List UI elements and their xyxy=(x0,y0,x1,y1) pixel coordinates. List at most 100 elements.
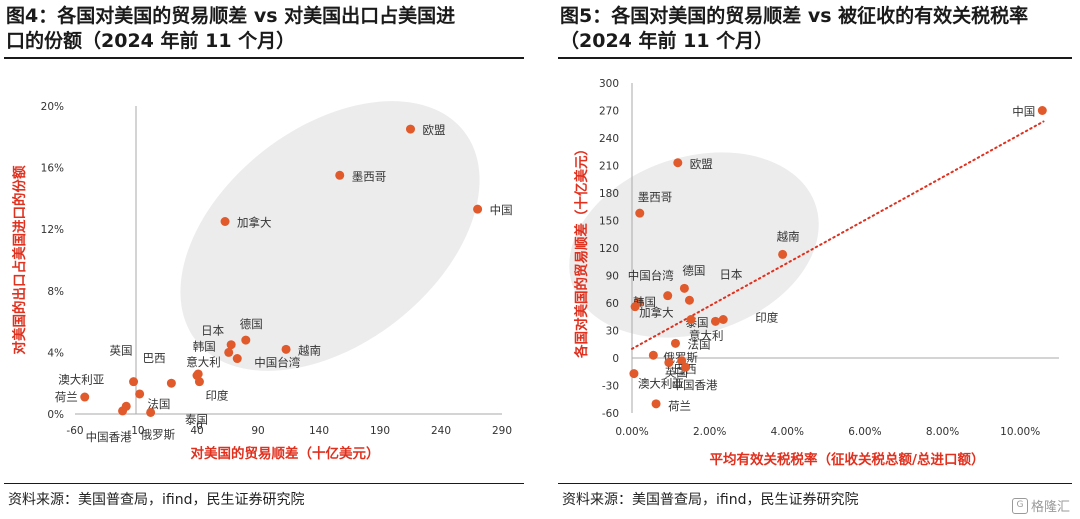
point-label: 法国 xyxy=(687,337,710,351)
data-point xyxy=(681,362,691,372)
data-point xyxy=(651,399,661,409)
data-point xyxy=(224,347,234,357)
data-point xyxy=(664,358,674,368)
data-point xyxy=(679,283,689,293)
point-label: 日本 xyxy=(201,324,224,338)
figure-4-footer-rule xyxy=(4,483,524,484)
point-label: 荷兰 xyxy=(55,390,78,404)
figure-5-title: 图5：各国对美国的贸易顺差 vs 被征收的有效关税税率 （2024 年前 11 … xyxy=(560,4,1028,54)
data-point xyxy=(335,170,345,180)
y-tick-label: 150 xyxy=(599,216,619,228)
y-tick-label: 60 xyxy=(606,298,619,310)
point-label: 欧盟 xyxy=(423,123,446,137)
x-tick-label: 8.00% xyxy=(926,426,959,438)
point-label: 中国香港 xyxy=(86,430,132,444)
x-axis-title: 平均有效关税税率（征收关税总额/总进口额） xyxy=(710,451,985,468)
watermark: G 格隆汇 xyxy=(1011,496,1070,515)
figure-5-title-line2: （2024 年前 11 个月） xyxy=(560,30,774,52)
figure-5-footer-rule xyxy=(558,483,1072,484)
figure-5-scatter-chart: -60 -30 0 30 60 90 120 150 180 210 240 270 300 0.00% 2… xyxy=(569,78,1059,468)
data-point xyxy=(406,124,415,134)
point-label: 法国 xyxy=(147,397,170,411)
point-label: 英国 xyxy=(110,344,133,358)
y-tick-label: 0 xyxy=(612,353,619,365)
watermark-logo-icon: G xyxy=(1011,497,1028,514)
point-label: 日本 xyxy=(719,267,742,281)
extra-tick-label: 0 xyxy=(196,420,203,432)
x-tick-label: 90 xyxy=(251,425,264,437)
x-tick-label: 190 xyxy=(370,425,390,437)
data-point xyxy=(241,335,251,345)
x-tick-label: 4.00% xyxy=(771,426,804,438)
data-point xyxy=(192,371,202,380)
data-point xyxy=(146,407,156,417)
x-axis-title: 对美国的贸易顺差（十亿美元） xyxy=(191,445,380,462)
figure-4-source: 资料来源：美国普查局，ifind，民生证券研究院 xyxy=(8,492,305,508)
figure-4-panel: 图4：各国对美国的贸易顺差 vs 对美国出口占美国进 口的份额（2024 年前 … xyxy=(0,0,532,519)
watermark-text: 格隆汇 xyxy=(1030,500,1070,515)
figure-5-panel: 图5：各国对美国的贸易顺差 vs 被征收的有效关税税率 （2024 年前 11 … xyxy=(554,0,1080,519)
data-point xyxy=(673,158,683,168)
point-label: 泰国 xyxy=(185,413,208,427)
x-tick-label: -10 xyxy=(127,425,144,437)
data-point xyxy=(80,392,90,402)
data-point xyxy=(778,249,788,259)
data-point xyxy=(220,217,230,226)
x-tick-label: 140 xyxy=(309,425,329,437)
y-tick-label: 180 xyxy=(599,188,619,200)
figure-4-title-rule xyxy=(4,57,524,59)
y-tick-label: -60 xyxy=(602,408,619,420)
data-point xyxy=(686,315,696,324)
y-tick-label: 0% xyxy=(47,409,64,421)
point-label: 意大利 xyxy=(186,355,221,369)
point-label: 巴西 xyxy=(143,351,166,365)
data-point xyxy=(710,316,720,326)
x-tick-label: 240 xyxy=(431,425,451,437)
y-tick-label: 300 xyxy=(599,78,619,90)
data-point xyxy=(684,295,694,305)
point-label: 加拿大 xyxy=(639,306,674,320)
point-label: 德国 xyxy=(682,263,705,277)
figure-4-title-line2: 口的份额（2024 年前 11 个月） xyxy=(6,30,296,52)
data-point xyxy=(226,340,236,350)
cluster-ellipse xyxy=(180,101,480,371)
point-label: 澳大利亚 xyxy=(58,372,104,386)
figure-4-scatter-chart: 0% 4% 8% 12% 16% 20% -60 -10 40 90 140 190 240 290 0 对美… xyxy=(11,101,513,462)
point-label: 中国台湾 xyxy=(628,269,674,283)
point-label: 越南 xyxy=(298,343,321,357)
x-tick-label: 10.00% xyxy=(1000,426,1040,438)
point-label: 俄罗斯 xyxy=(141,427,176,441)
data-point xyxy=(630,302,640,312)
figure-4-title: 图4：各国对美国的贸易顺差 vs 对美国出口占美国进 口的份额（2024 年前 … xyxy=(6,4,455,54)
trendline xyxy=(631,120,1045,350)
x-tick-label: 40 xyxy=(190,425,203,437)
point-label: 德国 xyxy=(240,317,263,331)
point-label: 中国香港 xyxy=(672,378,718,392)
y-tick-label: 16% xyxy=(41,163,64,175)
x-tick-label: 290 xyxy=(492,425,512,437)
data-point xyxy=(670,338,680,348)
point-label: 越南 xyxy=(777,229,800,243)
x-tick-label: 6.00% xyxy=(848,426,881,438)
figure-5-source: 资料来源：美国普查局，ifind，民生证券研究院 xyxy=(562,492,859,508)
x-tick-label: 2.00% xyxy=(693,426,726,438)
point-label: 中国 xyxy=(490,203,513,217)
data-point xyxy=(718,315,728,324)
y-tick-label: 210 xyxy=(599,161,619,173)
y-tick-label: -30 xyxy=(602,381,619,393)
data-point xyxy=(281,344,291,354)
y-tick-label: 270 xyxy=(599,106,619,118)
y-axis-title: 对美国的出口占美国进口的份额 xyxy=(11,165,28,354)
point-label: 韩国 xyxy=(193,339,216,353)
data-point xyxy=(648,350,658,360)
y-axis-title: 各国对美国的贸易顺差（十亿美元） xyxy=(573,142,590,359)
point-label: 意大利 xyxy=(689,329,724,343)
y-tick-label: 20% xyxy=(41,101,64,113)
point-label: 印度 xyxy=(755,311,778,325)
point-label: 加拿大 xyxy=(237,216,272,230)
y-tick-label: 120 xyxy=(599,243,619,255)
data-point xyxy=(166,378,176,388)
data-point xyxy=(473,204,483,214)
point-label: 墨西哥 xyxy=(638,190,673,204)
point-label: 中国台湾 xyxy=(254,356,300,370)
